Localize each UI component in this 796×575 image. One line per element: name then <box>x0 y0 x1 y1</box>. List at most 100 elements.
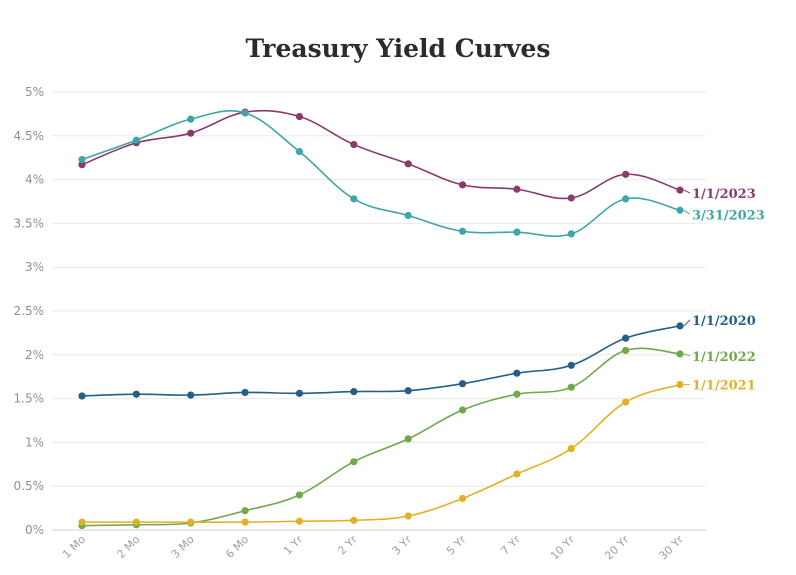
series-group <box>78 109 684 238</box>
data-point <box>404 387 412 395</box>
series-label-connector <box>683 319 691 327</box>
series-label-connector <box>683 209 691 215</box>
series-line <box>81 383 681 523</box>
data-point <box>622 195 630 203</box>
data-point <box>78 392 86 400</box>
data-point <box>78 518 86 526</box>
grid-layer <box>52 91 706 531</box>
data-point <box>513 369 521 377</box>
data-point <box>132 518 140 526</box>
series-line <box>81 325 681 397</box>
data-point <box>458 227 467 235</box>
data-point <box>241 507 249 515</box>
x-tick-label: 20 Yr <box>602 533 632 563</box>
data-point <box>458 494 467 503</box>
y-tick-label: 0% <box>25 523 44 537</box>
data-point <box>241 518 249 526</box>
y-tick-label: 2% <box>25 348 44 362</box>
data-point <box>404 435 412 443</box>
y-tick-label: 4.5% <box>14 129 45 143</box>
data-point <box>295 112 304 121</box>
x-tick-label: 6 Mo <box>223 533 251 561</box>
series-label-connector <box>683 353 691 357</box>
x-tick-label: 3 Mo <box>169 533 197 561</box>
series-label-layer: 1/1/2023 3/31/2023 1/1/2020 1/1/2022 1/1/202… <box>683 187 765 394</box>
data-point <box>78 155 86 164</box>
data-point <box>676 350 684 358</box>
data-point <box>404 160 412 168</box>
series-group <box>78 380 684 526</box>
x-tick-label: 2 Yr <box>335 533 360 558</box>
data-point <box>78 161 86 169</box>
series-group <box>78 108 684 202</box>
data-point <box>567 194 575 202</box>
series-label-connector <box>683 189 691 194</box>
data-point <box>187 115 195 123</box>
y-tick-label: 1% <box>25 435 44 449</box>
series-group <box>78 346 684 530</box>
x-tick-label: 10 Yr <box>548 533 578 563</box>
series-label: 1/1/2021 <box>692 379 756 394</box>
y-tick-label: 5% <box>25 85 44 99</box>
series-label: 3/31/2023 <box>692 208 765 223</box>
y-tick-label: 3.5% <box>14 216 45 230</box>
series-layer <box>78 108 684 530</box>
series-group <box>78 322 684 400</box>
data-point <box>350 516 358 524</box>
series-label: 1/1/2022 <box>692 350 756 365</box>
x-tick-label: 5 Yr <box>444 533 469 558</box>
y-tick-label: 1.5% <box>14 392 45 406</box>
axis-layer: 0% 0.5% 1% 1.5% 2% 2.5% 3% 3.5% 4% 4.5% 5% 1 Mo 2 Mo… <box>14 85 687 562</box>
y-tick-label: 0.5% <box>14 479 45 493</box>
x-tick-label: 7 Yr <box>498 533 523 558</box>
data-point <box>676 206 684 214</box>
data-point <box>187 129 195 137</box>
y-tick-label: 2.5% <box>14 304 45 318</box>
y-tick-label: 4% <box>25 173 44 187</box>
data-point <box>295 517 304 525</box>
data-point <box>187 391 195 399</box>
data-point <box>567 361 575 369</box>
data-point <box>350 458 358 466</box>
data-point <box>676 186 684 194</box>
data-point <box>513 390 521 398</box>
x-tick-label: 1 Mo <box>60 533 88 561</box>
series-line <box>81 110 681 238</box>
data-point <box>350 195 358 203</box>
data-point <box>567 230 575 238</box>
data-point <box>132 390 140 398</box>
x-tick-label: 2 Mo <box>114 533 142 561</box>
data-point <box>458 181 467 189</box>
data-point <box>513 228 521 236</box>
data-point <box>622 398 630 406</box>
data-point <box>350 387 358 396</box>
data-point <box>622 170 630 178</box>
data-point <box>567 383 575 391</box>
series-label: 1/1/2023 <box>692 187 756 202</box>
data-point <box>513 470 521 478</box>
data-point <box>132 136 140 144</box>
data-point <box>350 140 358 149</box>
x-tick-label: 30 Yr <box>657 533 687 563</box>
data-point <box>295 491 304 499</box>
data-point <box>187 518 195 526</box>
data-point <box>567 444 575 453</box>
data-point <box>295 147 304 156</box>
series-label: 1/1/2020 <box>692 314 756 329</box>
data-point <box>404 211 412 220</box>
chart-title: Treasury Yield Curves <box>245 34 551 63</box>
data-point <box>513 185 521 193</box>
x-tick-label: 1 Yr <box>281 533 306 558</box>
data-point <box>241 388 249 397</box>
series-line <box>81 109 681 200</box>
data-point <box>404 512 412 520</box>
y-tick-label: 3% <box>25 260 44 274</box>
data-point <box>458 380 467 388</box>
data-point <box>241 109 249 117</box>
data-point <box>458 406 467 414</box>
data-point <box>676 322 684 330</box>
series-line <box>81 347 681 527</box>
data-point <box>295 389 304 397</box>
